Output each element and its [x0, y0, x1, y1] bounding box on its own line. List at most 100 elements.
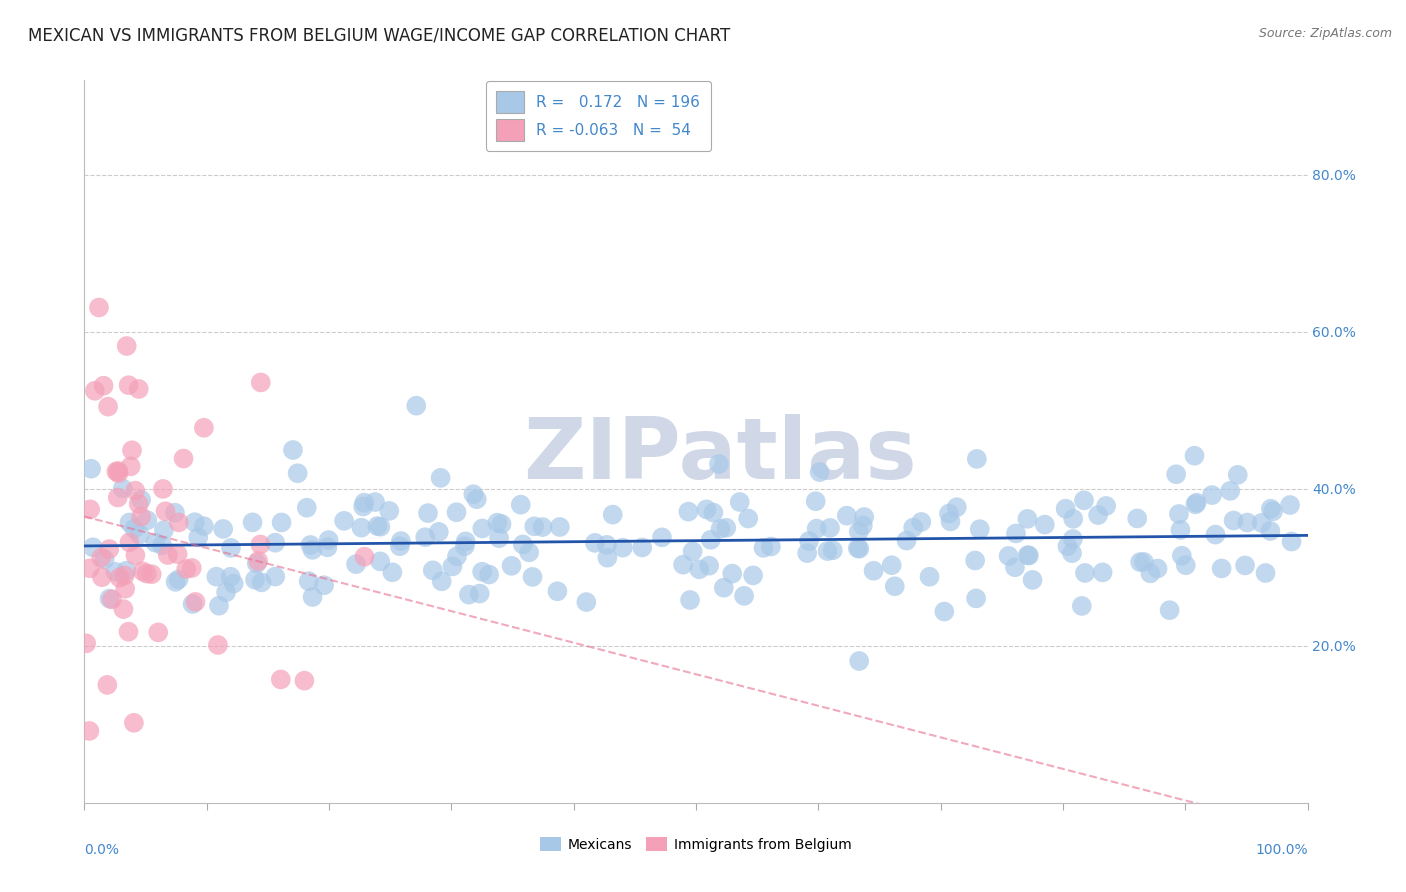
Point [120, 459, 142, 474]
Point [215, 585, 238, 599]
Point [141, 567, 163, 582]
Point [468, 586, 491, 600]
Point [350, 521, 373, 535]
Point [301, 590, 323, 604]
Point [1062, 532, 1084, 546]
Legend: Mexicans, Immigrants from Belgium: Mexicans, Immigrants from Belgium [534, 831, 858, 857]
Point [430, 574, 453, 589]
Point [318, 533, 340, 547]
Point [478, 567, 501, 582]
Point [128, 497, 150, 511]
Point [364, 495, 387, 509]
Point [299, 538, 322, 552]
Point [124, 549, 146, 563]
Point [353, 496, 375, 510]
Point [316, 541, 339, 555]
Point [1070, 599, 1092, 613]
Point [270, 673, 292, 687]
Point [107, 464, 129, 478]
Point [946, 500, 969, 515]
Point [298, 574, 321, 589]
Point [344, 557, 367, 571]
Point [93, 378, 115, 392]
Point [83, 384, 105, 398]
Point [817, 544, 839, 558]
Point [82, 541, 104, 555]
Point [107, 491, 129, 505]
Point [156, 548, 179, 562]
Point [463, 487, 485, 501]
Point [333, 514, 356, 528]
Point [759, 540, 782, 554]
Point [651, 530, 673, 544]
Point [207, 638, 229, 652]
Point [181, 597, 204, 611]
Point [165, 574, 187, 589]
Point [548, 520, 571, 534]
Point [848, 524, 870, 539]
Point [1254, 566, 1277, 580]
Point [853, 510, 876, 524]
Point [173, 451, 195, 466]
Point [742, 568, 765, 582]
Point [862, 564, 884, 578]
Point [1139, 566, 1161, 581]
Point [716, 521, 738, 535]
Point [389, 534, 412, 549]
Point [522, 570, 544, 584]
Point [1260, 501, 1282, 516]
Point [848, 654, 870, 668]
Point [381, 566, 404, 580]
Point [122, 522, 145, 536]
Point [965, 591, 987, 606]
Point [422, 563, 444, 577]
Point [114, 568, 136, 582]
Point [96, 678, 118, 692]
Point [1184, 449, 1206, 463]
Point [806, 522, 828, 536]
Point [104, 565, 127, 579]
Point [79, 561, 101, 575]
Point [1201, 488, 1223, 502]
Point [512, 537, 534, 551]
Point [111, 482, 134, 496]
Point [416, 506, 439, 520]
Point [852, 518, 875, 533]
Point [301, 542, 323, 557]
Point [184, 515, 207, 529]
Point [471, 565, 494, 579]
Point [117, 624, 139, 639]
Point [180, 561, 202, 575]
Point [697, 558, 720, 573]
Point [880, 558, 903, 573]
Point [934, 605, 956, 619]
Point [835, 508, 858, 523]
Point [242, 516, 264, 530]
Point [1129, 555, 1152, 569]
Point [243, 573, 266, 587]
Point [1017, 548, 1039, 562]
Point [1261, 504, 1284, 518]
Point [688, 562, 710, 576]
Point [523, 519, 546, 533]
Point [997, 549, 1019, 563]
Point [1279, 498, 1302, 512]
Point [166, 547, 188, 561]
Point [112, 602, 135, 616]
Point [368, 554, 391, 568]
Point [901, 521, 924, 535]
Point [1185, 496, 1208, 510]
Point [101, 592, 124, 607]
Point [969, 522, 991, 536]
Point [602, 508, 624, 522]
Point [152, 482, 174, 496]
Point [148, 625, 170, 640]
Point [707, 457, 730, 471]
Point [249, 376, 271, 390]
Point [918, 570, 941, 584]
Point [75, 636, 97, 650]
Point [575, 595, 598, 609]
Point [193, 519, 215, 533]
Point [804, 494, 827, 508]
Point [678, 505, 700, 519]
